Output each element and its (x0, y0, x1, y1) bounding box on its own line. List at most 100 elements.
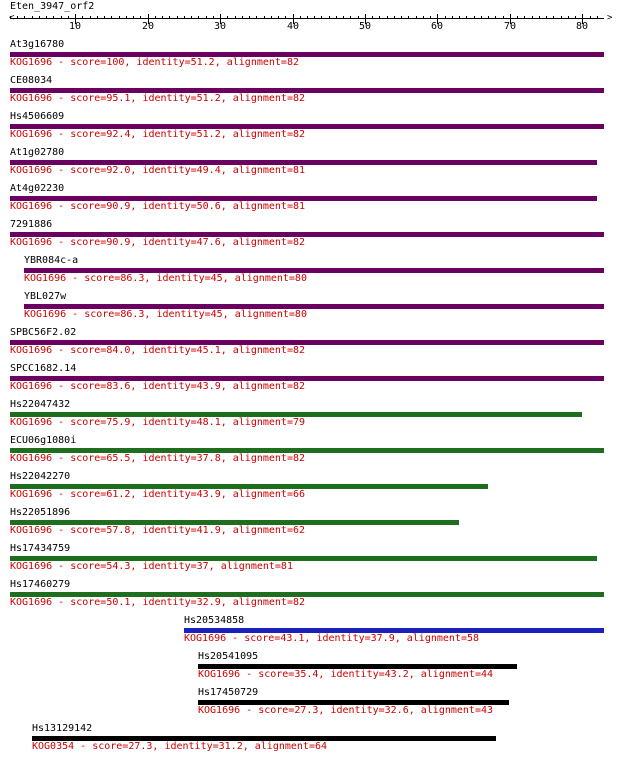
hit-name[interactable]: ECU06g1080i (10, 435, 77, 446)
axis-minor-tick (387, 16, 388, 18)
hit-name[interactable]: SPCC1682.14 (10, 363, 77, 374)
hit-alignment-bar[interactable] (10, 376, 604, 381)
axis-minor-tick (445, 16, 446, 18)
axis-minor-tick (24, 16, 25, 18)
hit-name[interactable]: Hs4506609 (10, 111, 65, 122)
axis-minor-tick (336, 16, 337, 18)
axis-tick-label: 50 (358, 21, 372, 32)
axis-minor-tick (307, 16, 308, 18)
hit-name[interactable]: At1g02780 (10, 147, 65, 158)
hit-info: KOG1696 - score=61.2, identity=43.9, ali… (10, 489, 306, 500)
hit-name[interactable]: Hs17460279 (10, 579, 71, 590)
query-title: Eten_3947_orf2 (10, 1, 95, 12)
axis-minor-tick (140, 16, 141, 18)
hit-name[interactable]: Hs22047432 (10, 399, 71, 410)
hit-alignment-bar[interactable] (10, 448, 604, 453)
hit-info: KOG1696 - score=50.1, identity=32.9, ali… (10, 597, 306, 608)
hit-name[interactable]: Hs22051896 (10, 507, 71, 518)
axis-minor-tick (249, 16, 250, 18)
hit-info: KOG1696 - score=75.9, identity=48.1, ali… (10, 417, 306, 428)
hit-alignment-bar[interactable] (10, 484, 488, 489)
hit-alignment-bar[interactable] (10, 412, 582, 417)
hit-alignment-bar[interactable] (10, 340, 604, 345)
axis-major-tick (75, 14, 76, 24)
axis-minor-tick (169, 16, 170, 18)
hit-info: KOG1696 - score=90.9, identity=47.6, ali… (10, 237, 306, 248)
axis-minor-tick (350, 16, 351, 18)
axis-major-tick (293, 14, 294, 24)
axis-minor-tick (227, 16, 228, 18)
hit-name[interactable]: YBL027w (24, 291, 67, 302)
hit-name[interactable]: Hs17434759 (10, 543, 71, 554)
axis-minor-tick (532, 16, 533, 18)
axis-minor-tick (32, 16, 33, 18)
axis-minor-tick (495, 16, 496, 18)
hit-name[interactable]: YBR084c-a (24, 255, 79, 266)
hit-info: KOG1696 - score=43.1, identity=37.9, ali… (184, 633, 480, 644)
hit-alignment-bar[interactable] (10, 232, 604, 237)
hit-alignment-bar[interactable] (198, 700, 509, 705)
hit-alignment-bar[interactable] (24, 268, 604, 273)
hit-info: KOG0354 - score=27.3, identity=31.2, ali… (32, 741, 328, 752)
axis-minor-tick (198, 16, 199, 18)
hit-alignment-bar[interactable] (184, 628, 604, 633)
axis-minor-tick (321, 16, 322, 18)
axis-minor-tick (575, 16, 576, 18)
hit-alignment-bar[interactable] (10, 160, 597, 165)
hit-alignment-bar[interactable] (10, 592, 604, 597)
axis-tick-label: 60 (430, 21, 444, 32)
axis-minor-tick (191, 16, 192, 18)
hit-name[interactable]: SPBC56F2.02 (10, 327, 77, 338)
axis-line (10, 18, 604, 19)
axis-major-tick (148, 14, 149, 24)
hit-name[interactable]: Hs13129142 (32, 723, 93, 734)
axis-minor-tick (430, 16, 431, 18)
axis-minor-tick (256, 16, 257, 18)
axis-minor-tick (524, 16, 525, 18)
axis-minor-tick (568, 16, 569, 18)
hit-info: KOG1696 - score=86.3, identity=45, align… (24, 309, 307, 320)
hit-alignment-bar[interactable] (10, 52, 604, 57)
hit-name[interactable]: At3g16780 (10, 39, 65, 50)
hit-name[interactable]: CE08034 (10, 75, 53, 86)
hit-name[interactable]: 7291886 (10, 219, 53, 230)
axis-minor-tick (394, 16, 395, 18)
hit-name[interactable]: Hs20534858 (184, 615, 245, 626)
hit-alignment-bar[interactable] (10, 88, 604, 93)
hit-name[interactable]: At4g02230 (10, 183, 65, 194)
axis-minor-tick (466, 16, 467, 18)
axis-minor-tick (206, 16, 207, 18)
axis-minor-tick (416, 16, 417, 18)
axis-minor-tick (104, 16, 105, 18)
hit-alignment-bar[interactable] (32, 736, 496, 741)
hit-alignment-bar[interactable] (24, 304, 604, 309)
axis-minor-tick (61, 16, 62, 18)
axis-minor-tick (119, 16, 120, 18)
hit-info: KOG1696 - score=83.6, identity=43.9, ali… (10, 381, 306, 392)
hit-alignment-bar[interactable] (10, 556, 597, 561)
axis-minor-tick (82, 16, 83, 18)
hit-name[interactable]: Hs20541095 (198, 651, 259, 662)
axis-minor-tick (133, 16, 134, 18)
hit-name[interactable]: Hs17450729 (198, 687, 259, 698)
hit-alignment-bar[interactable] (10, 196, 597, 201)
axis-minor-tick (590, 16, 591, 18)
hit-info: KOG1696 - score=57.8, identity=41.9, ali… (10, 525, 306, 536)
hit-name[interactable]: Hs22042270 (10, 471, 71, 482)
hit-alignment-bar[interactable] (198, 664, 517, 669)
hit-alignment-bar[interactable] (10, 520, 459, 525)
axis-minor-tick (517, 16, 518, 18)
axis-minor-tick (184, 16, 185, 18)
axis-minor-tick (459, 16, 460, 18)
hit-info: KOG1696 - score=100, identity=51.2, alig… (10, 57, 299, 68)
hit-info: KOG1696 - score=90.9, identity=50.6, ali… (10, 201, 306, 212)
axis-minor-tick (155, 16, 156, 18)
axis-left-arrow: < (9, 13, 15, 23)
hit-alignment-bar[interactable] (10, 124, 604, 129)
axis-minor-tick (561, 16, 562, 18)
axis-major-tick (365, 14, 366, 24)
axis-minor-tick (546, 16, 547, 18)
axis-minor-tick (358, 16, 359, 18)
axis-minor-tick (46, 16, 47, 18)
axis-tick-label: 40 (286, 21, 300, 32)
